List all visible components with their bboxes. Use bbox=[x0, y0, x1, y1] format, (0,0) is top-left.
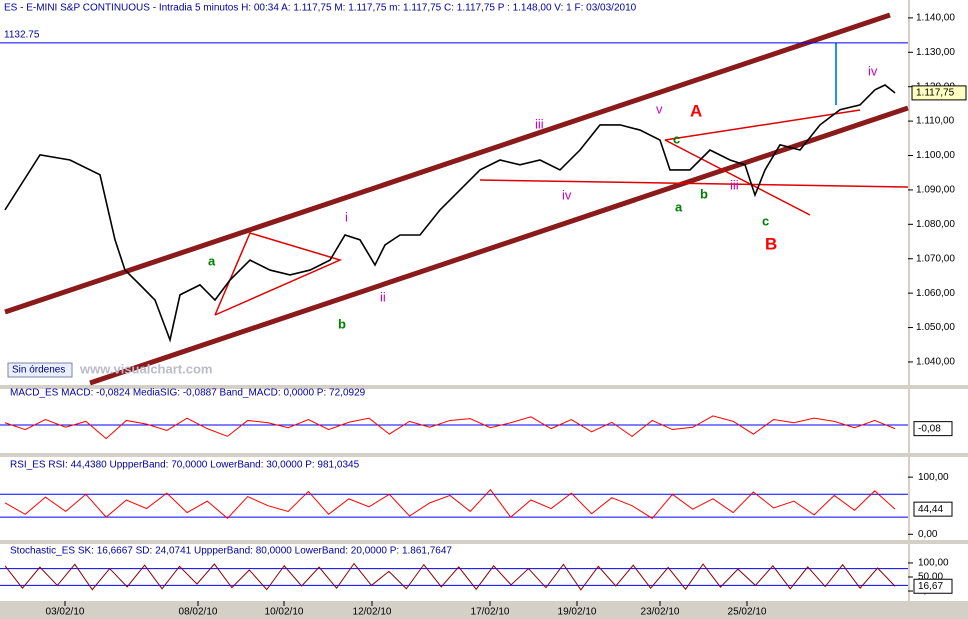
wave-label: a bbox=[208, 253, 216, 268]
y-tick-label: 1.080,00 bbox=[916, 219, 955, 230]
data-line bbox=[4, 488, 896, 519]
channel-bottom bbox=[89, 105, 909, 386]
triangle bbox=[214, 232, 343, 316]
price-axis bbox=[910, 0, 968, 385]
trend-line bbox=[664, 109, 861, 141]
stoch-title: Stochastic_ES SK: 16,6667 SD: 24,0741 Up… bbox=[10, 546, 452, 557]
current-box bbox=[913, 501, 953, 517]
x-tick-label: 08/02/10 bbox=[179, 607, 218, 618]
x-tick-label: 12/02/10 bbox=[353, 607, 392, 618]
current-label: 1.117,75 bbox=[916, 88, 955, 99]
y-tick-label: 100,00 bbox=[918, 472, 949, 483]
x-tick-label: 03/02/10 bbox=[46, 607, 85, 618]
y-tick-label: 1.090,00 bbox=[916, 185, 955, 196]
wave-label: c bbox=[673, 131, 680, 146]
y-tick-label: 50,00 bbox=[918, 572, 943, 583]
channel-top bbox=[4, 12, 891, 315]
rsi-title: RSI_ES RSI: 44,4380 UppperBand: 70,0000 … bbox=[10, 460, 360, 471]
data-line bbox=[4, 415, 896, 440]
y-tick-label: 0,00 bbox=[918, 529, 938, 540]
x-tick-label: 10/02/10 bbox=[265, 607, 304, 618]
data-line bbox=[4, 84, 896, 343]
wave-label: iv bbox=[868, 63, 878, 78]
y-tick-label: 1.070,00 bbox=[916, 253, 955, 264]
current-box bbox=[913, 578, 953, 594]
wave-label: A bbox=[690, 101, 702, 120]
reference-label: 1132.75 bbox=[4, 29, 40, 40]
status-box bbox=[7, 362, 73, 378]
watermark: www.visualchart.com bbox=[79, 361, 212, 376]
y-tick-label: 1.130,00 bbox=[916, 47, 955, 58]
y-tick-label: 1.050,00 bbox=[916, 322, 955, 333]
wave-label: B bbox=[765, 234, 777, 253]
wave-label: i bbox=[345, 209, 348, 224]
x-tick-label: 19/02/10 bbox=[558, 607, 597, 618]
status: Sin órdenes bbox=[12, 365, 65, 376]
y-tick-label: 1.040,00 bbox=[916, 357, 955, 368]
main-panel bbox=[0, 0, 908, 385]
current-box bbox=[913, 421, 953, 437]
data-line bbox=[4, 562, 896, 591]
macd-panel bbox=[0, 389, 908, 453]
current-box bbox=[911, 85, 967, 101]
wave-label: b bbox=[700, 186, 708, 201]
chart-title: ES - E-MINI S&P CONTINUOUS - Intradia 5 … bbox=[4, 3, 637, 14]
y-tick-label: 1.110,00 bbox=[916, 116, 955, 127]
y-tick-label: 1.100,00 bbox=[916, 150, 955, 161]
x-tick-label: 25/02/10 bbox=[728, 607, 767, 618]
macd-axis bbox=[910, 389, 968, 453]
rsi-axis bbox=[910, 457, 968, 540]
x-tick-label: 17/02/10 bbox=[471, 607, 510, 618]
current-label: 16,67 bbox=[918, 581, 943, 592]
current-label: -0,08 bbox=[918, 423, 941, 434]
current-label: 44,44 bbox=[918, 504, 943, 515]
wave-label: iv bbox=[562, 187, 572, 202]
trend-line bbox=[664, 139, 811, 216]
wave-label: iii bbox=[730, 177, 739, 192]
wave-label: ii bbox=[380, 289, 386, 304]
trend-line bbox=[479, 179, 909, 188]
wave-label: v bbox=[656, 101, 663, 116]
x-tick-label: 23/02/10 bbox=[641, 607, 680, 618]
macd-title: MACD_ES MACD: -0,0824 MediaSIG: -0,0887 … bbox=[10, 388, 366, 399]
wave-label: iii bbox=[535, 116, 544, 131]
wave-label: b bbox=[338, 316, 346, 331]
wave-label: a bbox=[675, 199, 683, 214]
y-tick-label: 1.060,00 bbox=[916, 288, 955, 299]
y-tick-label: 100,00 bbox=[918, 558, 949, 569]
wave-label: c bbox=[762, 213, 769, 228]
y-tick-label: 1.140,00 bbox=[916, 13, 955, 24]
trend-lines bbox=[4, 12, 909, 386]
